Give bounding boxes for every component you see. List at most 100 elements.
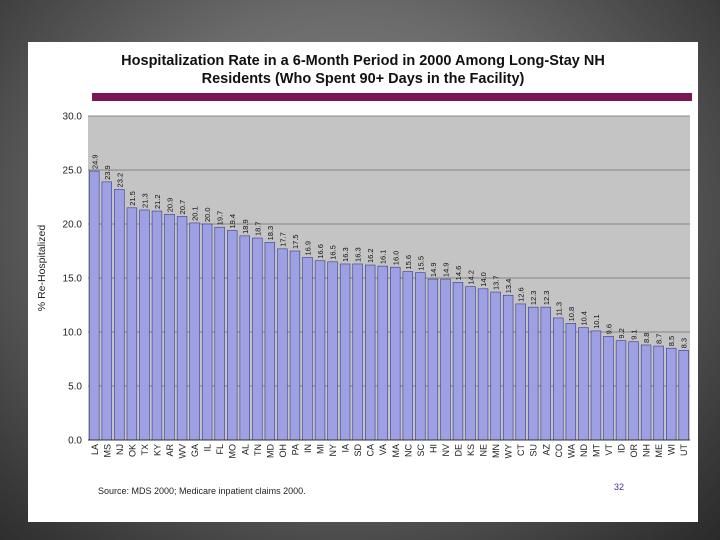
bar-mt [590, 330, 602, 441]
value-label: 23.9 [103, 165, 112, 180]
x-tick-label: ID [617, 443, 627, 453]
bar-su [528, 306, 539, 441]
bar-ma [390, 266, 401, 441]
value-label: 18.9 [241, 219, 250, 234]
value-label: 16.2 [366, 248, 375, 263]
x-tick-label: CT [516, 444, 526, 456]
value-label: 9.2 [617, 328, 626, 338]
x-tick-label: AL [240, 444, 250, 455]
y-tick-label: 10.0 [63, 328, 83, 339]
bar-wy [502, 294, 514, 441]
y-tick-label: 15.0 [63, 274, 83, 285]
bar-co [553, 317, 564, 441]
x-tick-label: WI [667, 444, 677, 455]
value-label: 20.7 [178, 200, 187, 215]
bar-ok [126, 207, 138, 441]
value-label: 8.5 [667, 336, 676, 346]
x-tick-label: CA [366, 444, 376, 457]
x-tick-label: OR [629, 443, 639, 457]
x-tick-label: AR [165, 444, 175, 457]
chart-title: Hospitalization Rate in a 6-Month Period… [28, 52, 698, 88]
x-tick-label: HI [428, 444, 438, 453]
x-tick-label: KY [152, 444, 162, 456]
bar-wa [565, 323, 577, 441]
x-tick-label: MI [316, 444, 326, 454]
value-label: 19.4 [228, 214, 237, 229]
x-tick-label: PA [290, 444, 300, 455]
x-tick-label: NE [479, 444, 489, 457]
value-labels: 24.9 23.923.2 21.5 21.3 21.2 20.9 20.7 20.1 20.0… [90, 154, 688, 348]
bar-ia [339, 263, 351, 441]
bar-ct [515, 303, 526, 441]
bar-sc [415, 272, 426, 441]
bar-ne [477, 288, 489, 441]
value-label: 12.6 [517, 287, 526, 302]
value-label: 16.6 [316, 244, 325, 259]
value-label: 21.3 [140, 193, 149, 208]
value-label: 16.9 [303, 241, 312, 256]
value-label: 14.9 [441, 262, 450, 277]
value-label: 19.7 [216, 211, 225, 226]
value-label: 15.5 [416, 256, 425, 271]
value-label: 20.9 [166, 198, 175, 213]
bar-me [653, 345, 664, 441]
bar-mi [314, 260, 326, 441]
bar-id [615, 340, 627, 441]
bar-nd [578, 327, 589, 441]
x-tick-label: FL [215, 444, 225, 455]
value-label: 18.7 [253, 221, 262, 236]
value-label: 12.3 [529, 291, 538, 306]
x-tick-label: LA [90, 444, 100, 455]
x-tick-label: WA [566, 444, 576, 458]
bar-ut [678, 350, 689, 441]
chart-title-line-2: Residents (Who Spent 90+ Days in the Fac… [201, 71, 525, 87]
bar-ca [364, 264, 376, 441]
value-label: 9.1 [630, 329, 639, 339]
value-label: 13.4 [504, 279, 513, 294]
y-tick-label: 25.0 [63, 166, 83, 177]
bar-mn [490, 291, 501, 441]
x-tick-label: ND [579, 444, 589, 457]
value-label: 9.6 [604, 324, 613, 334]
x-tick-label: MN [491, 444, 501, 458]
y-axis-ticks: 0.0 5.0 10.0 15.0 20.0 25.0 30.0 [63, 112, 83, 447]
value-label: 8.3 [680, 338, 689, 348]
value-label: 12.3 [542, 291, 551, 306]
x-tick-label: IL [203, 444, 213, 452]
bar-ny [327, 261, 338, 441]
x-tick-label: MS [102, 444, 112, 458]
x-tick-label: VT [604, 444, 614, 456]
bar-mo [227, 230, 238, 441]
x-tick-label: ME [654, 444, 664, 458]
bar-nc [402, 271, 414, 441]
bar-ms [101, 181, 113, 441]
x-tick-label: MD [265, 444, 275, 458]
value-label: 20.1 [191, 206, 200, 221]
value-label: 10.4 [579, 311, 588, 326]
bar-nh [640, 344, 652, 441]
value-label: 16.1 [379, 250, 388, 265]
value-label: 20.0 [203, 207, 212, 222]
x-tick-label: TN [253, 444, 263, 456]
bars [89, 170, 689, 441]
x-tick-label: NY [328, 444, 338, 457]
bar-tx [139, 209, 150, 441]
y-tick-label: 5.0 [68, 382, 82, 393]
title-underline-rule [92, 93, 692, 101]
y-tick-label: 30.0 [63, 112, 83, 123]
x-tick-label: GA [190, 444, 200, 457]
value-label: 15.6 [404, 255, 413, 270]
bar-de [452, 282, 464, 441]
x-tick-label: UT [679, 444, 689, 456]
bar-ga [189, 222, 200, 441]
slide: Hospitalization Rate in a 6-Month Period… [28, 42, 698, 522]
bar-wv [176, 216, 188, 441]
bar-al [239, 235, 250, 441]
bar-ar [164, 213, 175, 441]
bar-nj [114, 189, 125, 441]
bar-hi [427, 278, 439, 441]
x-tick-label: NV [441, 444, 451, 457]
page-number: 32 [614, 482, 625, 492]
bar-pa [289, 250, 301, 441]
bar-vt [603, 336, 614, 441]
